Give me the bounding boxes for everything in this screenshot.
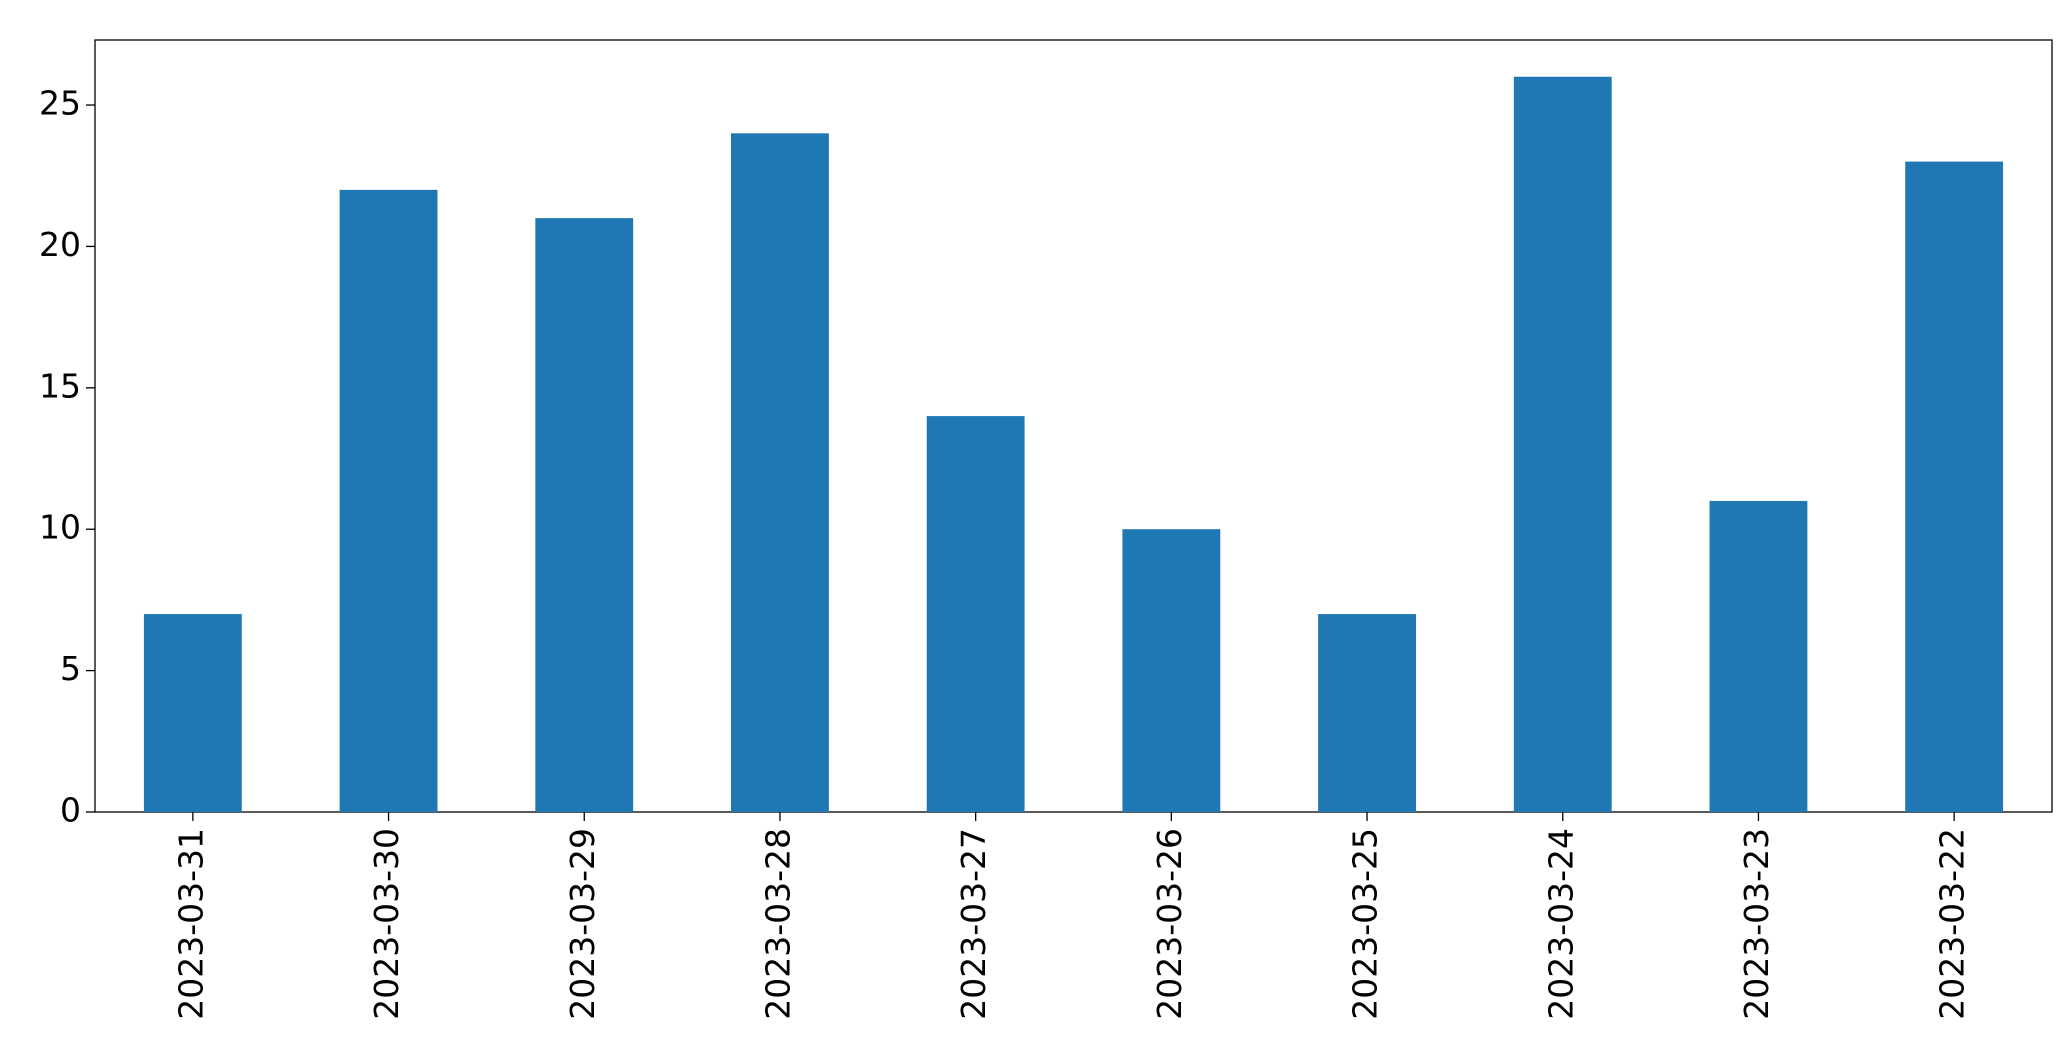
x-tick-label: 2023-03-24 — [1541, 828, 1580, 1020]
bar — [1905, 161, 2004, 813]
y-tick-label: 25 — [39, 84, 81, 123]
x-tick-label: 2023-03-29 — [563, 828, 602, 1020]
bar — [143, 614, 242, 812]
bar — [1709, 500, 1808, 812]
bar — [535, 218, 634, 813]
bar — [339, 189, 438, 812]
x-tick-label: 2023-03-23 — [1737, 828, 1776, 1020]
bar — [926, 416, 1025, 812]
x-tick-label: 2023-03-22 — [1933, 828, 1972, 1020]
y-tick-label: 15 — [39, 366, 81, 405]
x-tick-label: 2023-03-26 — [1150, 828, 1189, 1020]
y-tick-label: 0 — [60, 791, 81, 830]
bar — [731, 133, 829, 813]
x-tick-label: 2023-03-30 — [367, 828, 406, 1020]
x-tick-label: 2023-03-25 — [1346, 828, 1385, 1020]
y-tick-label: 20 — [39, 225, 81, 264]
bar — [1513, 76, 1612, 812]
x-tick-label: 2023-03-31 — [171, 828, 210, 1020]
y-tick-label: 10 — [39, 508, 81, 547]
x-tick-label: 2023-03-28 — [758, 828, 797, 1020]
bar — [1318, 614, 1416, 812]
bar — [1122, 529, 1221, 812]
plot-frame — [94, 39, 2053, 813]
y-tick-label: 5 — [60, 649, 81, 688]
x-tick-label: 2023-03-27 — [954, 828, 993, 1020]
